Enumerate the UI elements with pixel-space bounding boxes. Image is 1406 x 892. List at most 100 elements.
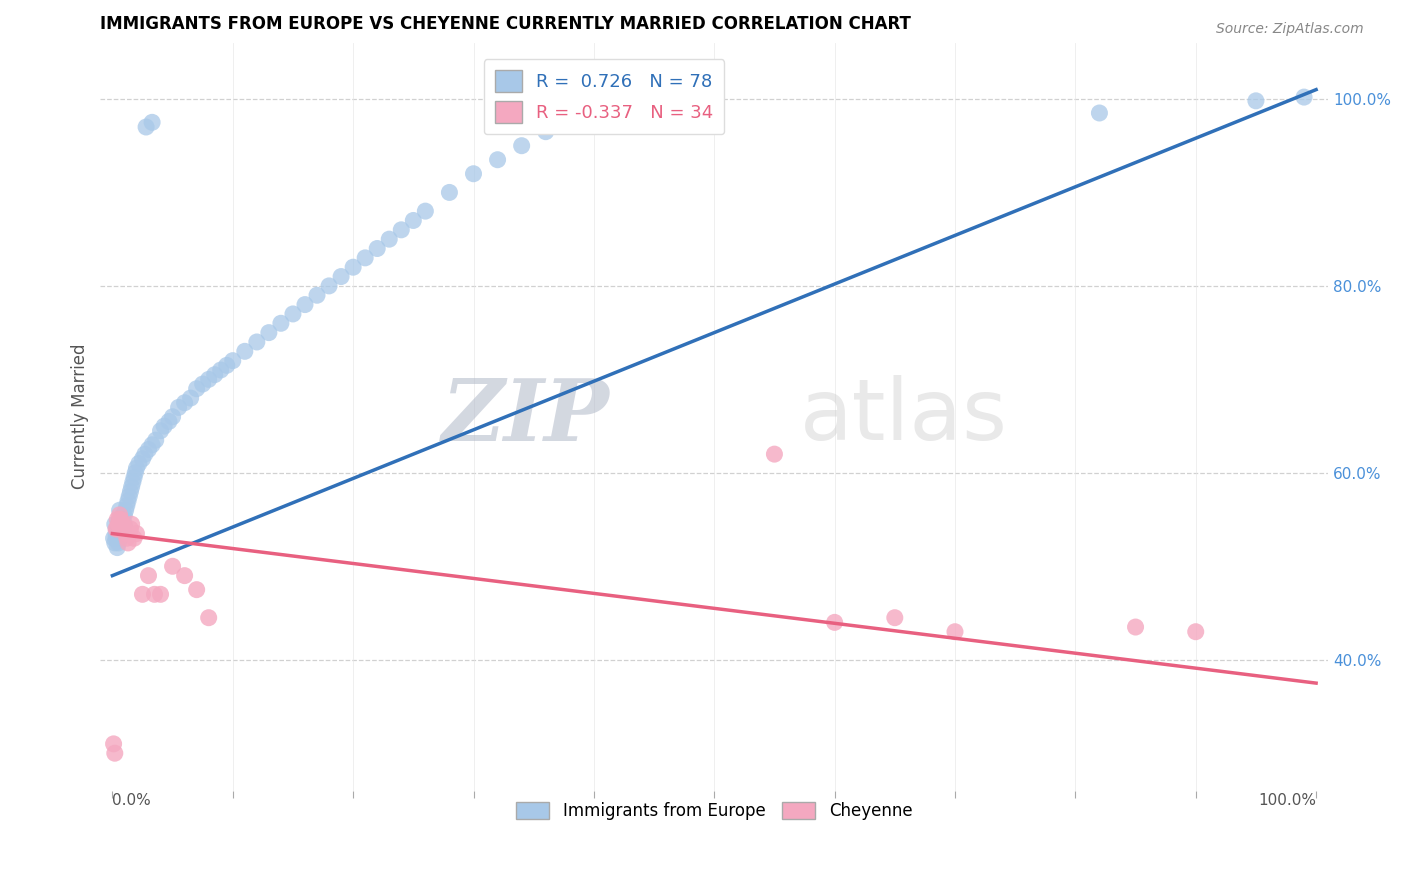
Point [162,559,184,574]
Point [1088,106,1111,120]
Point [120,484,142,499]
Point [162,409,184,424]
Point [157,414,180,428]
Text: 100.0%: 100.0% [1258,793,1316,808]
Point [104,746,127,760]
Point [318,279,340,293]
Point [117,494,139,508]
Point [582,106,605,120]
Text: IMMIGRANTS FROM EUROPE VS CHEYENNE CURRENTLY MARRIED CORRELATION CHART: IMMIGRANTS FROM EUROPE VS CHEYENNE CURRE… [100,15,911,33]
Y-axis label: Currently Married: Currently Married [72,344,89,490]
Point [105,541,128,555]
Point [105,522,128,536]
Point [270,316,292,330]
Point [108,508,131,522]
Point [134,447,156,461]
Point [143,587,166,601]
Point [1244,94,1267,108]
Point [342,260,364,275]
Point [389,223,412,237]
Point [114,503,136,517]
Point [149,587,172,601]
Point [108,531,131,545]
Point [378,232,401,246]
Point [1125,620,1147,634]
Point [111,517,134,532]
Point [439,186,461,200]
Point [281,307,304,321]
Point [145,433,167,447]
Point [108,503,131,517]
Point [305,288,328,302]
Point [111,526,134,541]
Point [117,536,139,550]
Point [128,457,150,471]
Point [122,470,145,484]
Point [110,512,132,526]
Point [186,382,208,396]
Point [120,522,142,536]
Point [105,512,128,526]
Point [222,353,245,368]
Point [257,326,280,340]
Point [167,401,190,415]
Point [118,526,141,541]
Point [209,363,232,377]
Point [1292,90,1315,104]
Point [112,508,135,522]
Point [1184,624,1206,639]
Point [141,115,163,129]
Point [173,568,195,582]
Point [366,242,388,256]
Point [112,517,135,532]
Point [105,522,128,536]
Point [112,517,135,532]
Point [763,447,786,461]
Point [110,512,132,526]
Point [655,92,678,106]
Point [122,531,145,545]
Point [463,167,485,181]
Point [138,568,160,582]
Point [105,526,128,541]
Point [330,269,353,284]
Point [204,368,226,382]
Point [107,517,129,532]
Point [173,395,195,409]
Point [107,517,129,532]
Point [112,508,135,522]
Point [354,251,377,265]
Point [105,522,128,536]
Point [125,526,148,541]
Point [121,480,143,494]
Point [115,531,138,545]
Point [246,334,269,349]
Point [607,101,630,115]
Point [115,499,138,513]
Point [186,582,208,597]
Point [215,359,238,373]
Point [104,517,127,532]
Legend: Immigrants from Europe, Cheyenne: Immigrants from Europe, Cheyenne [509,796,920,827]
Point [124,466,146,480]
Point [824,615,846,630]
Point [104,536,127,550]
Text: atlas: atlas [800,376,1008,458]
Point [105,531,128,545]
Point [486,153,509,167]
Point [197,610,219,624]
Point [149,424,172,438]
Point [112,522,135,536]
Point [153,419,176,434]
Point [107,536,129,550]
Point [883,610,905,624]
Point [233,344,256,359]
Point [197,372,219,386]
Text: Source: ZipAtlas.com: Source: ZipAtlas.com [1216,22,1364,37]
Point [125,461,148,475]
Point [111,522,134,536]
Point [180,391,202,405]
Point [141,438,163,452]
Point [131,451,153,466]
Point [135,120,157,134]
